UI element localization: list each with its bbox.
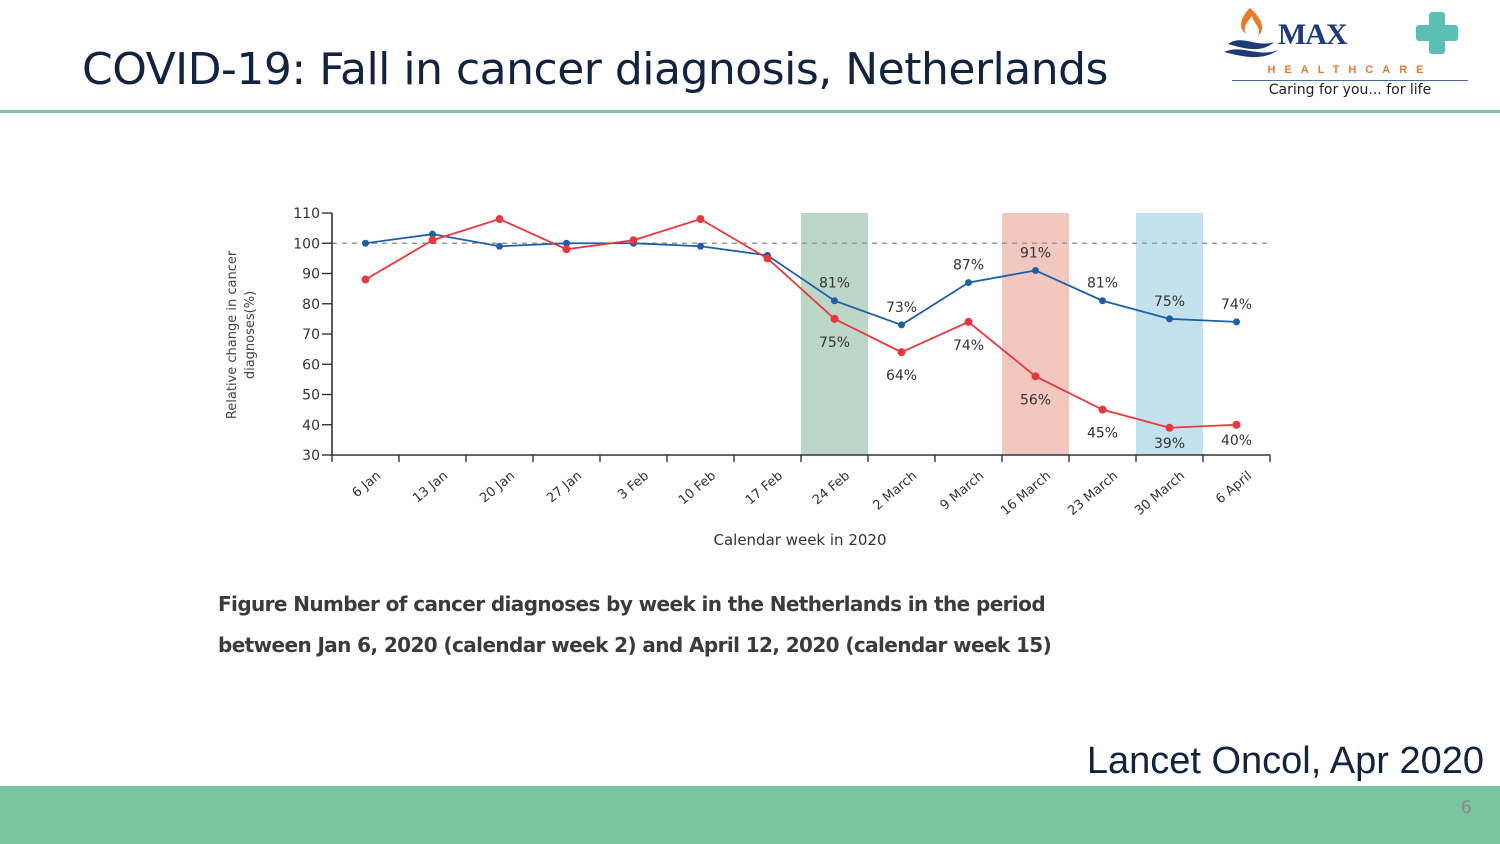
blue-data-label: 87% — [953, 258, 984, 274]
page-number: 6 — [1460, 797, 1472, 818]
red-data-label: 45% — [1087, 426, 1118, 442]
red-data-point — [361, 275, 370, 284]
caption-line-2: between Jan 6, 2020 (calendar week 2) an… — [218, 633, 1052, 657]
y-tick-label: 100 — [293, 236, 320, 252]
highlight-band — [801, 213, 868, 455]
y-tick-label: 90 — [302, 267, 320, 283]
blue-data-point — [831, 297, 838, 305]
x-tick-label: 23 March — [1065, 469, 1121, 519]
y-tick-label: 60 — [302, 357, 320, 373]
flame-wave-icon — [1224, 8, 1278, 58]
blue-data-point — [1032, 266, 1039, 274]
logo-divider — [1232, 80, 1468, 81]
red-data-point — [1098, 405, 1107, 414]
logo-brand: MAX — [1278, 18, 1348, 51]
y-tick-label: 80 — [302, 297, 320, 313]
red-data-point — [897, 348, 906, 357]
x-tick-label: 6 Jan — [350, 469, 385, 501]
logo-subtitle: HEALTHCARE — [1267, 64, 1433, 76]
blue-data-point — [965, 279, 972, 287]
red-data-point — [562, 245, 571, 254]
figure-caption: Figure Number of cancer diagnoses by wee… — [218, 584, 1052, 666]
x-tick-label: 17 Feb — [743, 469, 786, 509]
x-tick-label: 9 March — [938, 469, 988, 514]
blue-data-point — [697, 242, 704, 250]
x-tick-label: 27 Jan — [544, 469, 585, 507]
y-tick-label: 70 — [302, 327, 320, 343]
medical-cross-icon — [1416, 12, 1458, 54]
cancer-diagnoses-line-chart: 30 40 50 60 70 80 90 100 110 6 Jan 13 Jan 20 Jan 27 … — [225, 206, 1272, 549]
y-tick-label: 110 — [293, 206, 320, 222]
red-series-line — [365, 218, 1237, 429]
blue-data-point — [429, 230, 436, 238]
red-data-point — [1232, 420, 1241, 429]
series-points — [361, 215, 1241, 432]
caption-line-1: Figure Number of cancer diagnoses by wee… — [218, 592, 1046, 616]
footer-bar — [0, 786, 1500, 844]
y-axis-label: Relative change in cancer diagnoses(%) — [225, 250, 258, 419]
title-divider — [0, 110, 1500, 113]
blue-data-point — [1233, 318, 1240, 326]
data-labels: 81% 73% 87% 91% 81% 75% 74% 75% 64% 74% 56% 45% 39% 4… — [819, 245, 1252, 451]
red-data-point — [830, 314, 839, 323]
red-data-point — [763, 254, 772, 263]
y-axis-label-line-1: Relative change in cancer — [225, 250, 240, 419]
blue-data-label: 74% — [1221, 297, 1252, 313]
highlight-bands — [801, 213, 1203, 455]
red-data-point — [629, 236, 638, 245]
y-axis-label-line-2: diagnoses(%) — [243, 291, 258, 379]
red-data-point — [696, 215, 705, 224]
blue-data-point — [362, 239, 369, 247]
y-tick-label: 50 — [302, 388, 320, 404]
red-data-point — [1031, 372, 1040, 381]
blue-data-label: 81% — [1087, 276, 1118, 292]
blue-data-label: 81% — [819, 276, 850, 292]
x-tick-label: 30 March — [1132, 469, 1188, 519]
highlight-band — [1002, 213, 1069, 455]
red-data-point — [495, 215, 504, 224]
blue-data-label: 91% — [1020, 245, 1051, 261]
x-tick-label: 20 Jan — [477, 469, 518, 507]
series-lines — [365, 218, 1237, 429]
x-axis-label: Calendar week in 2020 — [713, 531, 886, 549]
x-tick-label: 10 Feb — [676, 469, 719, 509]
blue-data-label: 73% — [886, 300, 917, 316]
highlight-band — [1136, 213, 1203, 455]
blue-data-point — [563, 239, 570, 247]
red-data-point — [1165, 423, 1174, 432]
logo-tagline: Caring for you... for life — [1268, 82, 1432, 98]
x-tick-label: 16 March — [998, 469, 1054, 519]
x-tick-label: 2 March — [871, 469, 921, 514]
x-tick-label: 13 Jan — [410, 469, 451, 507]
red-data-label: 56% — [1020, 392, 1051, 408]
red-data-label: 75% — [819, 335, 850, 351]
blue-data-point — [496, 242, 503, 250]
y-tick-label: 30 — [302, 448, 320, 464]
max-healthcare-logo: MAX HEALTHCARE Caring for you... for lif… — [1222, 4, 1470, 104]
axes: 30 40 50 60 70 80 90 100 110 6 Jan 13 Jan 20 Jan 27 … — [293, 206, 1271, 519]
slide-title: COVID-19: Fall in cancer diagnosis, Neth… — [82, 44, 1108, 95]
blue-data-label: 75% — [1154, 294, 1185, 310]
blue-data-point — [1166, 315, 1173, 323]
red-data-label: 64% — [886, 368, 917, 384]
x-tick-label: 3 Feb — [615, 469, 652, 503]
x-tick-label: 24 Feb — [810, 469, 853, 509]
red-data-point — [428, 236, 437, 245]
red-data-label: 39% — [1154, 436, 1185, 452]
red-data-label: 40% — [1221, 433, 1252, 449]
blue-series-line — [365, 233, 1237, 326]
blue-data-point — [1099, 297, 1106, 305]
blue-data-point — [898, 321, 905, 329]
red-data-label: 74% — [953, 338, 984, 354]
source-citation: Lancet Oncol, Apr 2020 — [1086, 740, 1484, 782]
red-data-point — [964, 317, 973, 326]
x-tick-label: 6 April — [1213, 469, 1255, 508]
y-tick-label: 40 — [302, 418, 320, 434]
